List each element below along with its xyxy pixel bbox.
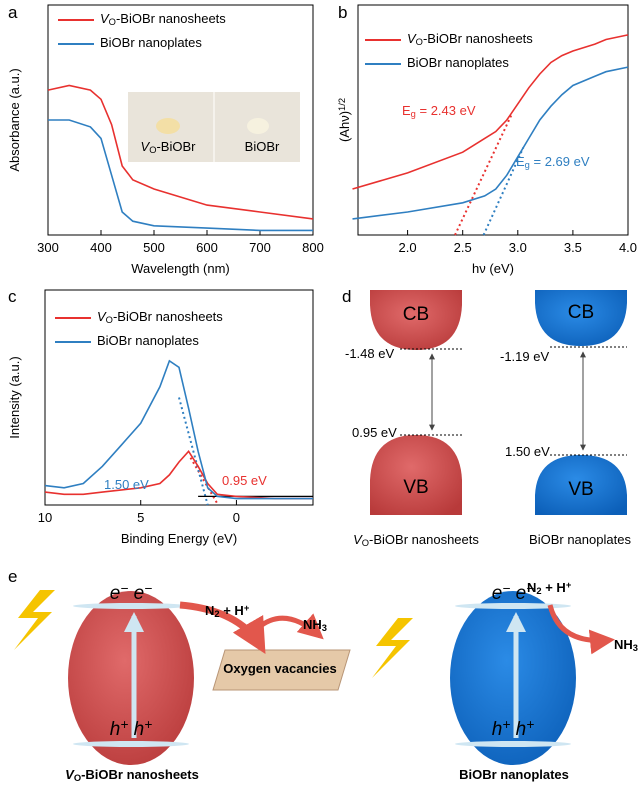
sample xyxy=(247,118,269,134)
product: NH3 xyxy=(303,617,327,632)
fit-line xyxy=(178,397,209,506)
series-line xyxy=(352,34,629,190)
x-tick-label: 3.5 xyxy=(564,240,582,255)
legend-label: BiOBr nanoplates xyxy=(407,55,509,70)
electrons: e− e− xyxy=(110,581,152,604)
panel-d: d CB VB -1.48 eV 0.95 eV VO-BiOBr nanosh… xyxy=(342,287,631,547)
vb-band xyxy=(370,435,462,515)
inset-label: VO-BiOBr xyxy=(141,139,197,154)
site-box xyxy=(212,649,351,691)
series-line xyxy=(44,449,313,500)
fit-line xyxy=(482,147,525,236)
x-axis-label: Binding Energy (eV) xyxy=(121,531,237,546)
vb-label: VB xyxy=(568,479,593,500)
inset-label: BiOBr xyxy=(245,139,280,154)
band-line xyxy=(455,741,571,747)
band-line xyxy=(455,603,571,609)
transfer-arrow xyxy=(179,601,266,655)
panel-label: c xyxy=(8,287,17,306)
panel-label: e xyxy=(8,567,17,586)
series-line xyxy=(48,119,313,232)
cb-band xyxy=(370,290,462,350)
x-tick-label: 600 xyxy=(196,240,218,255)
particle xyxy=(68,591,194,765)
site-label: Oxygen vacancies xyxy=(223,661,336,676)
chart: b 2.0 2.5 3.0 3.5 4.0 hν (eV) (Ahν)1/2 VO-BiOBr … xyxy=(337,3,637,276)
particle-label: VO-BiOBr nanosheets xyxy=(65,767,199,782)
annotation: 1.50 eV xyxy=(104,477,149,492)
holes: h+ h+ xyxy=(110,717,152,740)
vb-band xyxy=(535,455,627,515)
band-line xyxy=(73,741,189,747)
x-tick-label: 500 xyxy=(143,240,165,255)
panel-label: d xyxy=(342,287,351,306)
vb-level: 1.50 eV xyxy=(505,444,550,459)
reactant: N2 + H+ xyxy=(205,603,250,618)
legend-label: BiOBr nanoplates xyxy=(100,35,202,50)
x-tick-label: 0 xyxy=(233,510,240,525)
x-tick-label: 400 xyxy=(90,240,112,255)
plot-frame xyxy=(44,289,314,506)
column-label: VO-BiOBr nanosheets xyxy=(353,532,479,547)
annotation: 0.95 eV xyxy=(222,473,267,488)
x-tick-label: 5 xyxy=(137,510,144,525)
vb-label: VB xyxy=(403,477,428,498)
particle xyxy=(450,591,576,765)
legend-label: VO-BiOBr nanosheets xyxy=(407,31,533,46)
series-line xyxy=(47,84,314,220)
cb-band xyxy=(535,290,627,346)
annotation: Eg = 2.43 eV xyxy=(402,103,476,118)
cb-label: CB xyxy=(568,302,594,323)
x-axis-label: hν (eV) xyxy=(472,261,514,276)
x-tick-label: 10 xyxy=(38,510,52,525)
reaction-arrow xyxy=(256,613,324,640)
series-line xyxy=(44,359,313,500)
cb-level: -1.19 eV xyxy=(500,349,549,364)
sample xyxy=(156,118,180,134)
chart: a 300 400 500 600 700 800 Wavelength (nm) Absorb… xyxy=(7,3,323,276)
x-tick-label: 4.0 xyxy=(619,240,637,255)
legend-label: VO-BiOBr nanosheets xyxy=(100,11,226,26)
x-tick-label: 2.5 xyxy=(454,240,472,255)
fit-line xyxy=(189,457,220,506)
chart: c 10 5 0 Binding Energy (eV) Intensity (a.u.)… xyxy=(7,287,314,546)
x-tick-label: 700 xyxy=(249,240,271,255)
legend-label: VO-BiOBr nanosheets xyxy=(97,309,223,324)
y-axis-label: Absorbance (a.u.) xyxy=(7,68,22,171)
reaction-arrow xyxy=(547,604,615,655)
cb-level: -1.48 eV xyxy=(345,346,394,361)
holes: h+ h+ xyxy=(492,717,534,740)
annotation: Eg = 2.69 eV xyxy=(516,154,590,169)
panel-label: b xyxy=(338,3,347,22)
panel-label: a xyxy=(8,3,18,22)
x-tick-label: 800 xyxy=(302,240,324,255)
fit-line xyxy=(454,112,514,236)
panel-e: e e− e− h+ h+ Oxygen vacancies N2 + H+ N… xyxy=(8,567,638,782)
x-tick-label: 300 xyxy=(37,240,59,255)
legend-label: BiOBr nanoplates xyxy=(97,333,199,348)
band-line xyxy=(73,603,189,609)
light-bolt xyxy=(372,618,413,678)
plot-frame xyxy=(357,4,629,236)
x-tick-label: 2.0 xyxy=(399,240,417,255)
particle-label: BiOBr nanoplates xyxy=(459,767,569,782)
product: NH3 xyxy=(614,637,638,652)
y-axis-label: (Ahν)1/2 xyxy=(337,98,352,142)
light-bolt xyxy=(14,590,55,650)
y-axis-label: Intensity (a.u.) xyxy=(7,356,22,438)
reactant: N2 + H+ xyxy=(527,580,572,595)
column-label: BiOBr nanoplates xyxy=(529,532,631,547)
electrons: e− e− xyxy=(492,581,534,604)
x-tick-label: 3.0 xyxy=(509,240,527,255)
series-line xyxy=(352,66,629,220)
x-axis-label: Wavelength (nm) xyxy=(131,261,230,276)
vb-level: 0.95 eV xyxy=(352,425,397,440)
cb-label: CB xyxy=(403,304,429,325)
